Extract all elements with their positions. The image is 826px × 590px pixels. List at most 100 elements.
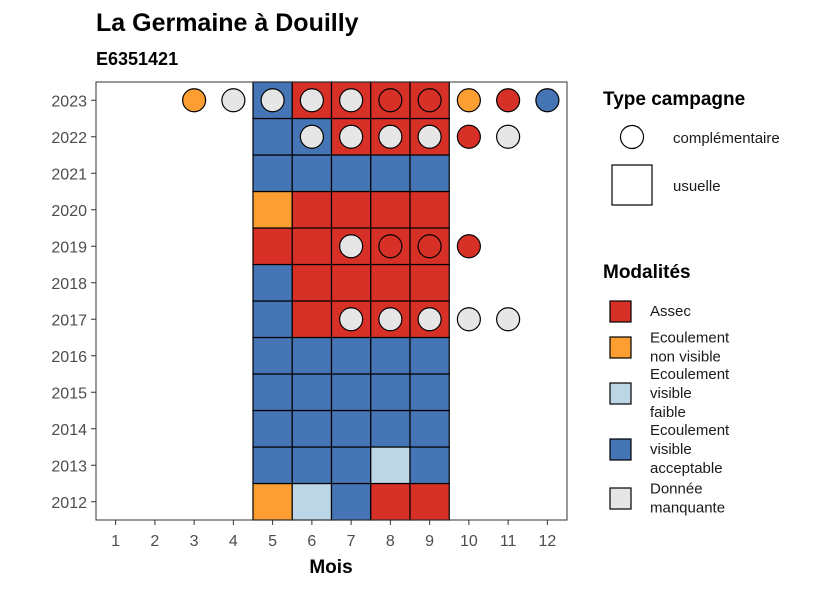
legend-key-ecoulement-non-visible xyxy=(609,336,632,359)
tile-2018-6 xyxy=(291,263,333,302)
legends: Type campagne complémentaire usuelle Modali… xyxy=(603,89,780,517)
tile-2012-5 xyxy=(252,482,293,521)
tile-2021-6 xyxy=(291,154,333,193)
point-2022-8 xyxy=(378,124,403,149)
tile-2018-9 xyxy=(409,263,450,302)
tile-2013-9 xyxy=(409,446,450,485)
tile-2012-9 xyxy=(409,482,450,521)
point-2023-6 xyxy=(299,88,324,113)
x-tick-label-11: 11 xyxy=(500,533,517,550)
legend-key-ecoulement-visible-faible xyxy=(609,382,632,405)
tile-2018-7 xyxy=(330,263,372,302)
y-tick-label-2017: 2017 xyxy=(51,312,87,329)
x-tick-label-3: 3 xyxy=(190,533,199,550)
panel-border xyxy=(95,81,568,521)
legend-label-ecoulement-non-visible: Ecoulement non visible xyxy=(650,330,730,366)
x-tick-label-5: 5 xyxy=(268,533,277,550)
tile-2014-5 xyxy=(252,409,293,448)
point-2022-7 xyxy=(339,124,364,149)
tile-2015-8 xyxy=(370,373,411,412)
y-tick-label-2013: 2013 xyxy=(51,458,87,475)
tile-2015-7 xyxy=(330,373,372,412)
x-tick-label-2: 2 xyxy=(150,533,159,550)
x-tick-label-10: 10 xyxy=(460,533,478,550)
point-2023-12 xyxy=(535,88,560,113)
plot-area xyxy=(182,81,560,521)
point-2022-11 xyxy=(496,124,521,149)
tile-2021-7 xyxy=(330,154,372,193)
tile-2017-5 xyxy=(252,300,293,339)
tile-2016-9 xyxy=(409,336,450,375)
legend-label-ecoulement-visible-acceptable: Ecoulement visible acceptable xyxy=(650,422,730,477)
y-tick-label-2014: 2014 xyxy=(51,422,87,439)
legend-key-donnée-manquante xyxy=(609,487,632,510)
point-2023-5 xyxy=(260,88,285,113)
legend-key-usuelle xyxy=(611,164,653,206)
tile-2014-9 xyxy=(409,409,450,448)
tile-2014-7 xyxy=(330,409,372,448)
tile-2013-6 xyxy=(291,446,333,485)
x-tick-label-1: 1 xyxy=(111,533,120,550)
point-2019-9 xyxy=(417,234,442,259)
tile-2021-9 xyxy=(409,154,450,193)
tile-2018-5 xyxy=(252,263,293,302)
tile-2021-5 xyxy=(252,154,293,193)
y-tick-label-2015: 2015 xyxy=(51,385,87,402)
y-tick-label-2020: 2020 xyxy=(51,203,87,220)
point-2023-3 xyxy=(182,88,207,113)
y-tick-label-2019: 2019 xyxy=(51,239,87,256)
point-2022-10 xyxy=(456,124,481,149)
tile-2013-8 xyxy=(370,446,411,485)
tile-2016-8 xyxy=(370,336,411,375)
tile-2014-6 xyxy=(291,409,333,448)
tile-2013-7 xyxy=(330,446,372,485)
tile-2015-9 xyxy=(409,373,450,412)
point-2019-7 xyxy=(339,234,364,259)
tile-2020-7 xyxy=(330,190,372,229)
y-tick-label-2021: 2021 xyxy=(51,166,87,183)
tile-2014-8 xyxy=(370,409,411,448)
y-tick-label-2023: 2023 xyxy=(51,93,87,110)
tile-2016-5 xyxy=(252,336,293,375)
tile-2013-5 xyxy=(252,446,293,485)
y-tick-label-2016: 2016 xyxy=(51,349,87,366)
point-2023-9 xyxy=(417,88,442,113)
x-axis-title: Mois xyxy=(309,557,352,578)
tile-2020-6 xyxy=(291,190,333,229)
point-2022-6 xyxy=(299,124,324,149)
point-2017-7 xyxy=(339,307,364,332)
tile-2018-8 xyxy=(370,263,411,302)
point-2023-8 xyxy=(378,88,403,113)
y-tick-label-2012: 2012 xyxy=(51,495,87,512)
legend-label-usuelle: usuelle xyxy=(673,178,721,195)
point-2023-7 xyxy=(339,88,364,113)
tile-2017-6 xyxy=(291,300,333,339)
chart-title: La Germaine à Douilly xyxy=(96,9,359,37)
tile-2016-6 xyxy=(291,336,333,375)
x-tick-label-7: 7 xyxy=(347,533,356,550)
point-2017-10 xyxy=(456,307,481,332)
legend-label-ecoulement-visible-faible: Ecoulement visible faible xyxy=(650,366,730,421)
point-2019-8 xyxy=(378,234,403,259)
point-2022-9 xyxy=(417,124,442,149)
tile-2020-9 xyxy=(409,190,450,229)
legend-label-assec: Assec xyxy=(650,303,691,320)
tile-2021-8 xyxy=(370,154,411,193)
x-tick-label-12: 12 xyxy=(538,533,556,550)
legend-label-donnée-manquante: Donnée manquante xyxy=(650,481,725,517)
axes: 1 2 3 4 5 6 7 8 9 10 11 122012201320142015201620172… xyxy=(51,81,568,550)
x-tick-label-4: 4 xyxy=(229,533,238,550)
tile-2012-7 xyxy=(330,482,372,521)
legend-key-assec xyxy=(609,300,632,323)
legend-modalites-title: Modalités xyxy=(603,262,691,283)
legend-label-complementaire: complémentaire xyxy=(673,130,780,147)
point-2017-9 xyxy=(417,307,442,332)
tile-2020-8 xyxy=(370,190,411,229)
tile-2023-9 xyxy=(409,81,450,120)
y-tick-label-2018: 2018 xyxy=(51,276,87,293)
tile-2015-5 xyxy=(252,373,293,412)
legend-key-complementaire xyxy=(619,124,645,150)
point-2023-10 xyxy=(456,88,481,113)
point-2019-10 xyxy=(456,234,481,259)
